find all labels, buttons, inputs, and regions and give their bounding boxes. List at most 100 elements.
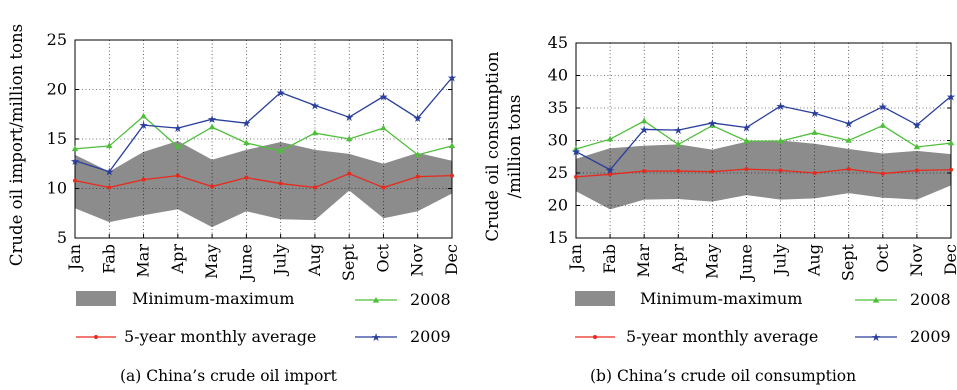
data-point-avg	[812, 171, 817, 175]
min-max-band	[576, 140, 951, 210]
data-point-2008	[448, 142, 456, 149]
data-point-2009: ★	[104, 166, 114, 179]
legend-2008-marker	[872, 297, 880, 303]
y-axis-label-line: Crude oil consumption	[483, 51, 502, 241]
caption-b: (b) China’s crude oil consumption	[590, 367, 856, 385]
data-point-2008	[709, 122, 716, 128]
series-line-y2008	[74, 115, 453, 156]
data-point-avg	[450, 173, 454, 178]
data-point-2009: ★	[413, 112, 423, 125]
data-point-2008	[140, 112, 147, 119]
legend: Minimum-maximum 5-year monthly average 2…	[76, 289, 451, 346]
x-tick-label: June	[236, 244, 255, 282]
legend-2008-marker	[372, 297, 380, 303]
data-point-2008	[71, 145, 79, 152]
caption-a: (a) China’s crude oil import	[120, 367, 338, 385]
y-tick-labels: 15 20 25 30 35 40 45	[548, 33, 568, 247]
data-point-avg	[244, 175, 249, 180]
y-tick-labels: 5 10 15 20 25	[47, 30, 67, 247]
data-point-2008	[174, 143, 182, 150]
data-point-2008	[208, 123, 216, 130]
data-point-avg	[778, 168, 783, 173]
data-point-avg	[210, 184, 215, 189]
legend-avg-marker	[94, 335, 98, 339]
data-point-2009: ★	[878, 101, 888, 114]
legend-2009-label: 2009	[910, 327, 951, 346]
x-tick-label: Sept	[839, 243, 858, 281]
data-point-avg	[107, 185, 112, 190]
data-point-2008	[777, 137, 784, 144]
data-point-2008	[811, 129, 818, 135]
data-point-avg	[574, 174, 578, 179]
data-point-2009: ★	[742, 122, 752, 135]
data-point-avg	[949, 167, 953, 172]
x-tick-label: Jan	[566, 244, 585, 272]
data-point-2008	[743, 137, 750, 144]
x-tick-label: Fab	[99, 244, 118, 274]
series-line-y2008	[575, 120, 952, 150]
data-point-2008	[106, 142, 113, 149]
data-point-avg	[312, 185, 317, 190]
x-tick-labels: Jan Fab Mar Apr May June July Aug Sept Oct Nov Dec	[566, 243, 957, 282]
legend-2008-label: 2008	[910, 290, 951, 309]
data-point-2009: ★	[310, 99, 320, 112]
data-point-2008	[572, 145, 580, 152]
x-tick-label: May	[702, 244, 721, 279]
x-tick-labels: Jan Fab Mar Apr May June July Aug Sept Oct Nov Dec	[65, 243, 461, 282]
x-tick-label: Sept	[339, 243, 358, 281]
x-tick-label: July	[771, 244, 790, 277]
min-max-band	[75, 140, 452, 228]
plot-frame	[74, 39, 453, 239]
data-point-2009: ★	[707, 117, 717, 130]
data-point-avg	[278, 181, 283, 186]
data-point-2008	[345, 135, 353, 142]
legend-avg-label: 5-year monthly average	[124, 327, 316, 346]
legend: Minimum-maximum 5-year monthly average 2…	[575, 289, 951, 346]
data-point-2008	[277, 147, 284, 154]
data-point-2008	[380, 124, 387, 131]
data-point-avg	[642, 169, 647, 174]
data-point-2009: ★	[207, 113, 217, 126]
data-point-avg	[175, 173, 180, 178]
data-point-2008	[675, 140, 682, 147]
data-point-2009: ★	[912, 119, 922, 132]
panel-b-consumption-chart: 15 20 25 30 35 40 45 Jan Fab Mar Apr May June July Au…	[483, 33, 957, 385]
y-axis-label-line: /million tons	[505, 95, 524, 199]
y-tick-label: 40	[548, 66, 568, 85]
y-tick-label: 20	[47, 80, 67, 99]
data-point-2009: ★	[571, 146, 581, 159]
x-tick-label: Dec	[442, 244, 461, 275]
data-point-2008	[947, 139, 955, 146]
data-point-2009: ★	[776, 100, 786, 113]
data-point-2008	[845, 137, 852, 143]
legend-avg-marker	[593, 335, 597, 339]
data-point-2009: ★	[344, 111, 354, 124]
x-tick-label: Apr	[168, 244, 187, 275]
x-tick-label: Aug	[805, 244, 824, 277]
data-point-2008	[606, 135, 614, 142]
legend-band-label: Minimum-maximum	[132, 289, 294, 308]
x-tick-label: June	[736, 244, 755, 283]
data-point-2009: ★	[605, 164, 615, 177]
legend-band-swatch	[575, 291, 615, 306]
data-point-avg	[880, 171, 885, 176]
series-line-avg	[74, 172, 453, 189]
data-point-2009: ★	[673, 124, 683, 137]
y-axis-label: Crude oil consumption/million tons	[483, 51, 524, 241]
y-tick-label: 25	[47, 30, 67, 49]
x-tick-label: Dec	[941, 244, 957, 275]
y-axis-label-line: Crude oil import/million tons	[7, 24, 26, 266]
series: ★ ★ ★ ★ ★ ★ ★ ★ ★ ★ ★ ★	[70, 72, 457, 190]
data-point-avg	[676, 169, 681, 174]
data-point-2009: ★	[379, 90, 389, 103]
data-point-2008	[243, 139, 250, 146]
x-tick-label: Oct	[873, 243, 892, 272]
data-point-2009: ★	[946, 90, 956, 103]
data-point-2009: ★	[639, 123, 649, 136]
series-line-avg	[575, 168, 952, 178]
x-tick-label: Oct	[373, 243, 392, 272]
data-point-avg	[381, 185, 386, 190]
x-tick-label: Aug	[305, 244, 324, 277]
legend-2009-label: 2009	[410, 327, 451, 346]
